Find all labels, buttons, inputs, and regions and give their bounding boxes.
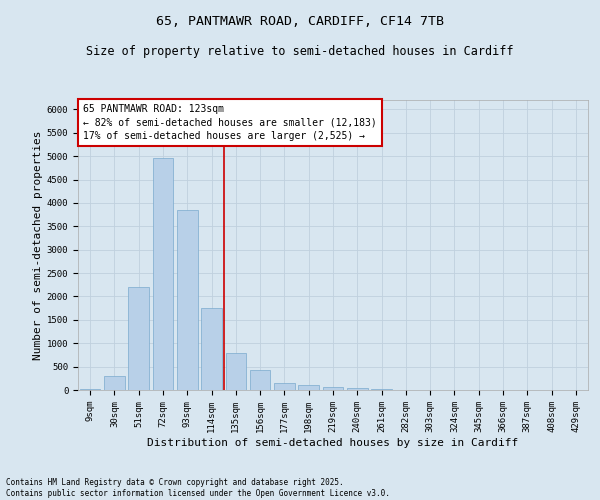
Bar [371, 389, 392, 390]
Y-axis label: Number of semi-detached properties: Number of semi-detached properties [32, 130, 43, 360]
Bar [323, 387, 343, 390]
Bar [104, 376, 125, 390]
Bar [80, 388, 100, 390]
Bar [177, 210, 197, 390]
Text: 65 PANTMAWR ROAD: 123sqm
← 82% of semi-detached houses are smaller (12,183)
17% : 65 PANTMAWR ROAD: 123sqm ← 82% of semi-d… [83, 104, 377, 141]
Bar [152, 158, 173, 390]
Bar [347, 388, 368, 390]
Text: Contains HM Land Registry data © Crown copyright and database right 2025.
Contai: Contains HM Land Registry data © Crown c… [6, 478, 390, 498]
Bar [201, 308, 222, 390]
X-axis label: Distribution of semi-detached houses by size in Cardiff: Distribution of semi-detached houses by … [148, 438, 518, 448]
Bar [250, 370, 271, 390]
Bar [298, 386, 319, 390]
Bar [226, 352, 246, 390]
Text: 65, PANTMAWR ROAD, CARDIFF, CF14 7TB: 65, PANTMAWR ROAD, CARDIFF, CF14 7TB [156, 15, 444, 28]
Text: Size of property relative to semi-detached houses in Cardiff: Size of property relative to semi-detach… [86, 45, 514, 58]
Bar [128, 287, 149, 390]
Bar [274, 382, 295, 390]
